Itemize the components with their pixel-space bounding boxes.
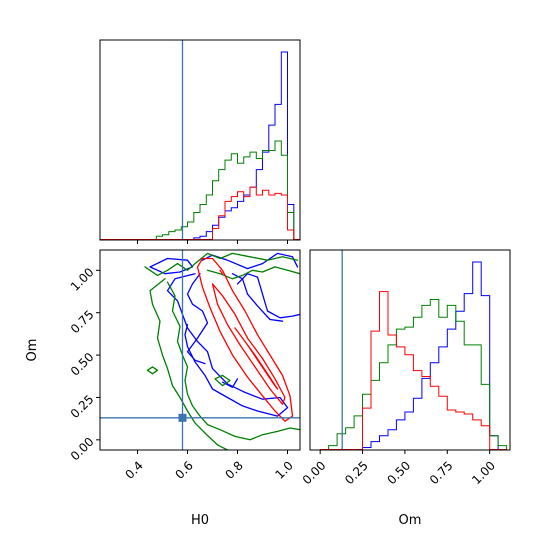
om-hist-series-2 [320, 299, 508, 450]
y-tick-label: 0.75 [68, 307, 97, 336]
y-tick-label: 0.25 [68, 392, 97, 421]
x-tick-label: 0.8 [222, 458, 245, 481]
h0-om-contour-panel: 0.4 0.6 0.8 1.0 0.00 0.25 0.50 0.75 1.00 [68, 249, 301, 482]
x-tick-label: 0.50 [384, 458, 413, 487]
contour-series-3-path-3 [234, 327, 279, 390]
om-hist-series-1 [320, 261, 507, 450]
contour-series-2-path-5 [214, 374, 231, 387]
contour-plot-area [100, 250, 300, 450]
contour-border [99, 249, 301, 451]
contour-frame [100, 250, 300, 450]
contour-series-2-path-1 [144, 252, 299, 277]
truth-marker [178, 413, 187, 422]
om-histogram-border [309, 249, 511, 451]
contour-series-2-path-4 [206, 266, 300, 280]
y-tick-label: 1.00 [68, 265, 97, 294]
contour-series-2-path-6 [146, 366, 159, 375]
x-tick-label: 0.00 [300, 458, 329, 487]
h0-histogram-ticks [137, 240, 288, 244]
om-histogram-frame [310, 250, 510, 450]
h0-histogram-border [99, 39, 301, 241]
contour-series-2-path-3 [166, 281, 300, 441]
om-histogram-panel: 0.00 0.25 0.50 0.75 1.00 [300, 249, 511, 487]
x-tick-label: 1.00 [469, 458, 498, 487]
x-tick-label: 1.0 [272, 458, 295, 481]
contour-series-3-path-2 [211, 283, 286, 405]
x-tick-label: 0.25 [342, 458, 371, 487]
y-axis-label-om: Om [25, 339, 40, 362]
x-axis-label-om: Om [399, 513, 422, 528]
contour-series-3-path-4 [219, 269, 224, 275]
contour-lines [144, 252, 300, 450]
contour-series-1-path-5 [236, 273, 300, 319]
contour-series-1-path-4 [186, 273, 209, 365]
om-histogram-ticks: 0.00 0.25 0.50 0.75 1.00 [300, 450, 498, 487]
y-tick-label: 0.50 [68, 350, 97, 379]
y-tick-label: 0.00 [68, 435, 97, 464]
contour-series-1-path-3 [166, 273, 289, 417]
contour-series-3-path-1 [196, 257, 294, 422]
h0-histogram-panel [99, 39, 301, 244]
om-histogram-plot-area [320, 250, 508, 450]
contour-series-1-path-6 [231, 273, 284, 322]
om-hist-series-3 [320, 291, 507, 450]
contour-series-1-path-2 [149, 257, 194, 275]
x-tick-label: 0.6 [172, 458, 195, 481]
x-axis-label-h0: H0 [191, 513, 209, 528]
x-tick-label: 0.4 [122, 458, 145, 481]
x-tick-label: 0.75 [427, 458, 456, 487]
contour-series-2-path-2 [149, 278, 229, 450]
